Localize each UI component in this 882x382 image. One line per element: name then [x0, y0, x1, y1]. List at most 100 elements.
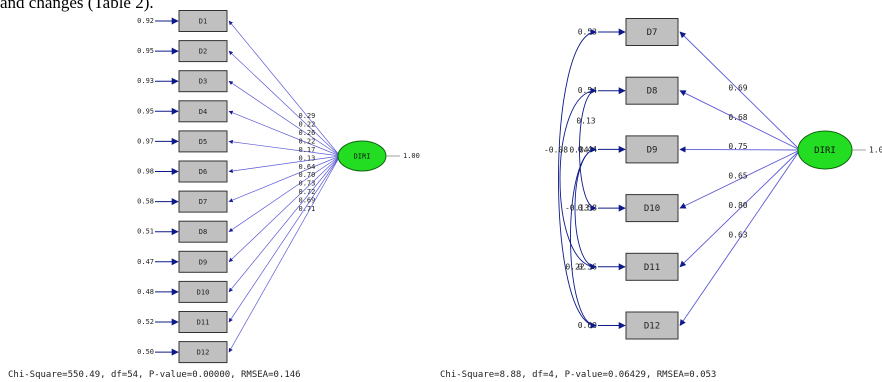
left-loading-arrow-D4	[228, 110, 341, 157]
left-loading-value: 0.26	[298, 129, 315, 137]
left-error-value: 0.47	[137, 258, 154, 266]
left-indicator-label: D10	[197, 288, 210, 296]
right-indicator-D8	[625, 76, 679, 105]
right-indicator-label: D12	[644, 322, 660, 332]
right-latent-variance: 1.00	[869, 146, 882, 155]
right-loading-value: 0.75	[728, 142, 747, 151]
right-loading-value: 0.63	[728, 230, 747, 239]
left-loading-arrow-D1	[228, 20, 341, 157]
left-indicator-D11	[178, 311, 228, 333]
left-loading-arrow-D6	[228, 155, 341, 174]
left-indicator-label: D11	[197, 319, 210, 327]
right-error-value: 0.53	[578, 28, 597, 37]
right-loading-arrow-D7	[679, 31, 801, 151]
left-loading-arrow-D5	[228, 139, 341, 157]
left-loading-arrow-D7	[228, 155, 341, 203]
right-fit-statistics: Chi-Square=8.88, df=4, P-value=0.06429, …	[440, 370, 717, 380]
left-indicator-label: D8	[199, 228, 207, 236]
right-error-value: 0.60	[578, 321, 597, 330]
left-indicator-label: D12	[197, 349, 210, 357]
right-indicator-label: D9	[647, 145, 658, 155]
right-loading-value: 0.80	[728, 201, 747, 210]
left-indicator-D10	[178, 280, 228, 303]
left-loading-value: 0.73	[298, 180, 315, 188]
left-path-diagram: 0.29 0.92 D1 0.22 0.95 D2 0.26 0.93 D3 0.22 0.95 D4…	[137, 10, 420, 364]
left-loading-arrow-D11	[228, 155, 341, 323]
left-error-value: 0.95	[137, 47, 154, 55]
right-error-covariance-D9-D12	[570, 146, 597, 329]
right-indicator-D9	[625, 135, 679, 164]
left-indicator-D5	[178, 130, 228, 153]
left-loading-value: 0.22	[298, 137, 315, 145]
right-error-covariance-D8-D11	[559, 87, 597, 270]
right-path-diagram: 0.69 0.53 D7 0.68 0.54 D8 0.75 0.44 D9 0.65 0.58 D1…	[544, 18, 882, 340]
left-indicator-D4	[178, 100, 228, 123]
left-error-value: 0.50	[137, 348, 154, 356]
left-indicator-D6	[178, 160, 228, 183]
right-indicator-label: D11	[644, 263, 660, 273]
left-loading-arrow-D9	[228, 155, 341, 263]
left-latent-variance: 1.00	[403, 152, 420, 160]
left-indicator-D7	[178, 190, 228, 213]
right-error-covariance-value: -0.13	[565, 204, 589, 213]
right-error-value: 0.58	[578, 204, 597, 213]
right-loading-arrow-D10	[679, 149, 801, 209]
left-indicator-label: D6	[199, 168, 207, 176]
left-error-value: 0.58	[137, 198, 154, 206]
left-latent-label: DIRI	[354, 153, 371, 161]
right-error-value: 0.54	[578, 86, 597, 95]
left-indicator-label: D5	[199, 138, 207, 146]
left-indicator-D2	[178, 40, 228, 63]
right-indicator-D11	[625, 252, 679, 281]
right-indicator-label: D7	[647, 28, 658, 38]
left-indicator-label: D4	[199, 108, 207, 116]
left-indicator-D9	[178, 250, 228, 273]
left-loading-arrow-D10	[228, 155, 341, 293]
left-loading-value: 0.70	[298, 171, 315, 179]
right-error-value: 0.44	[578, 145, 597, 154]
left-indicator-label: D9	[199, 258, 207, 266]
right-error-covariance-D8-D10	[579, 87, 597, 212]
right-error-value: 0.36	[578, 262, 597, 271]
left-error-value: 0.92	[137, 17, 154, 25]
left-error-value: 0.98	[137, 168, 154, 176]
right-loading-value: 0.65	[728, 172, 747, 181]
right-error-covariance-value: 0.13	[576, 117, 595, 126]
right-error-covariance-value: -0.08	[544, 146, 568, 155]
left-error-value: 0.93	[137, 77, 154, 85]
left-loading-arrow-D3	[228, 80, 341, 157]
header-text-fragment: and changes (Table 2).	[0, 0, 154, 12]
right-latent-label: DIRI	[814, 146, 836, 156]
right-indicator-label: D8	[647, 87, 658, 97]
right-indicator-label: D10	[644, 204, 660, 214]
right-indicator-D10	[625, 194, 679, 223]
right-loading-arrow-D8	[679, 90, 801, 151]
right-error-covariance-value: 0.22	[565, 263, 584, 272]
right-loading-arrow-D9	[679, 146, 801, 153]
left-indicator-D8	[178, 220, 228, 243]
left-error-value: 0.95	[137, 107, 154, 115]
left-loading-value: 0.72	[298, 188, 315, 196]
left-error-value: 0.52	[137, 318, 154, 326]
left-loading-arrow-D2	[228, 50, 341, 157]
left-indicator-D12	[178, 341, 228, 364]
left-indicator-label: D7	[199, 198, 207, 206]
left-loading-value: 0.71	[298, 205, 315, 213]
left-loading-value: 0.29	[298, 112, 315, 120]
right-indicator-D12	[625, 311, 679, 340]
right-indicator-D7	[625, 18, 679, 46]
left-indicator-D1	[178, 10, 228, 32]
left-error-value: 0.97	[137, 137, 154, 145]
right-loading-arrow-D12	[679, 149, 801, 327]
left-loading-value: 0.22	[298, 121, 315, 129]
right-loading-value: 0.69	[728, 84, 747, 93]
left-indicator-label: D1	[199, 18, 207, 26]
left-error-value: 0.48	[137, 288, 154, 296]
left-loading-value: 0.17	[298, 146, 315, 154]
left-error-value: 0.51	[137, 228, 154, 236]
left-loading-value: 0.69	[298, 196, 315, 204]
left-indicator-label: D3	[199, 78, 207, 86]
right-error-covariance-D7-D12	[558, 28, 597, 329]
right-loading-arrow-D11	[679, 149, 801, 268]
